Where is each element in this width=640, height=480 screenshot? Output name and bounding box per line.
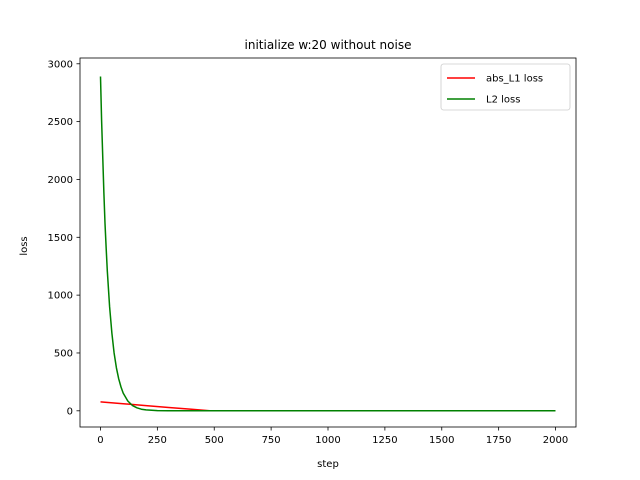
legend-label-1: abs_L1 loss <box>486 74 543 85</box>
x-tick-label: 2000 <box>543 435 568 446</box>
series-line-2 <box>99 76 556 412</box>
x-axis-label: step <box>317 459 339 470</box>
x-tick-label: 1500 <box>429 435 454 446</box>
x-tick-label: 1000 <box>315 435 340 446</box>
y-tick-label: 1000 <box>48 291 73 302</box>
legend-label-2: L2 loss <box>486 95 520 106</box>
y-axis-label: loss <box>19 236 30 255</box>
axes: 0 250 500 750 1000 1250 1500 1750 2000 0 500 1000 15… <box>48 57 577 446</box>
y-tick-label: 3000 <box>48 59 73 70</box>
y-tick-label: 1500 <box>48 233 73 244</box>
x-tick-label: 1750 <box>486 435 511 446</box>
plot-area <box>99 76 556 412</box>
x-tick-label: 250 <box>148 435 167 446</box>
y-tick-label: 500 <box>54 348 73 359</box>
chart-title: initialize w:20 without noise <box>245 38 412 52</box>
y-tick-label: 2500 <box>48 117 73 128</box>
y-tick-label: 2000 <box>48 175 73 186</box>
x-tick-label: 1250 <box>372 435 397 446</box>
x-tick-label: 500 <box>205 435 224 446</box>
legend: abs_L1 loss L2 loss <box>440 63 571 111</box>
x-tick-label: 750 <box>262 435 281 446</box>
y-tick-label: 0 <box>67 406 73 417</box>
x-tick-label: 0 <box>97 435 103 446</box>
